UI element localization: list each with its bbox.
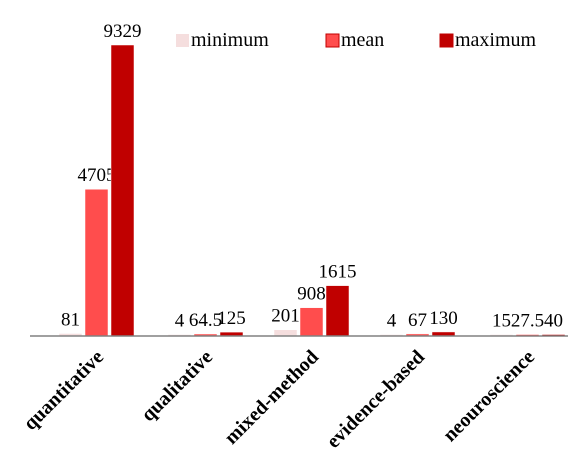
x-tick-label: quantitative xyxy=(19,346,108,435)
data-label: 27.5 xyxy=(511,311,544,332)
bar-maximum-mixed-method xyxy=(325,285,350,337)
legend-label-minimum: minimum xyxy=(191,29,269,51)
data-label: 40 xyxy=(544,311,563,332)
x-tick-labels: quantitative qualitative mixed-method evide… xyxy=(19,346,539,453)
data-label: 4 xyxy=(387,311,397,332)
x-tick-label: qualitative xyxy=(137,346,217,426)
legend-swatch-mean xyxy=(325,33,340,48)
legend: minimum mean maximum xyxy=(176,29,537,51)
data-label: 81 xyxy=(61,309,80,330)
legend-label-mean: mean xyxy=(341,29,384,51)
x-tick-label: neouroscience xyxy=(439,346,539,446)
legend-swatch-maximum xyxy=(439,33,454,48)
bar-mean-quantitative xyxy=(84,188,109,337)
x-tick-label: evidence-based xyxy=(322,346,429,453)
data-label: 201 xyxy=(271,306,300,327)
legend-swatch-minimum xyxy=(176,34,189,47)
bar-maximum-quantitative xyxy=(110,44,135,337)
bar-mean-mixed-method xyxy=(299,307,324,337)
data-label: 908 xyxy=(297,284,326,305)
data-label: 67 xyxy=(408,310,427,331)
data-label: 1615 xyxy=(319,262,357,283)
bar-minimum-mixed-method xyxy=(273,329,298,337)
data-label: 125 xyxy=(217,308,246,329)
data-label: 9329 xyxy=(104,21,142,42)
data-label: 15 xyxy=(492,311,511,332)
data-label: 4 xyxy=(175,311,185,332)
legend-label-maximum: maximum xyxy=(455,29,537,51)
data-label: 4705 xyxy=(78,165,116,186)
x-tick-label: mixed-method xyxy=(220,346,323,449)
data-label: 130 xyxy=(429,308,458,329)
data-label: 64.5 xyxy=(189,310,222,331)
